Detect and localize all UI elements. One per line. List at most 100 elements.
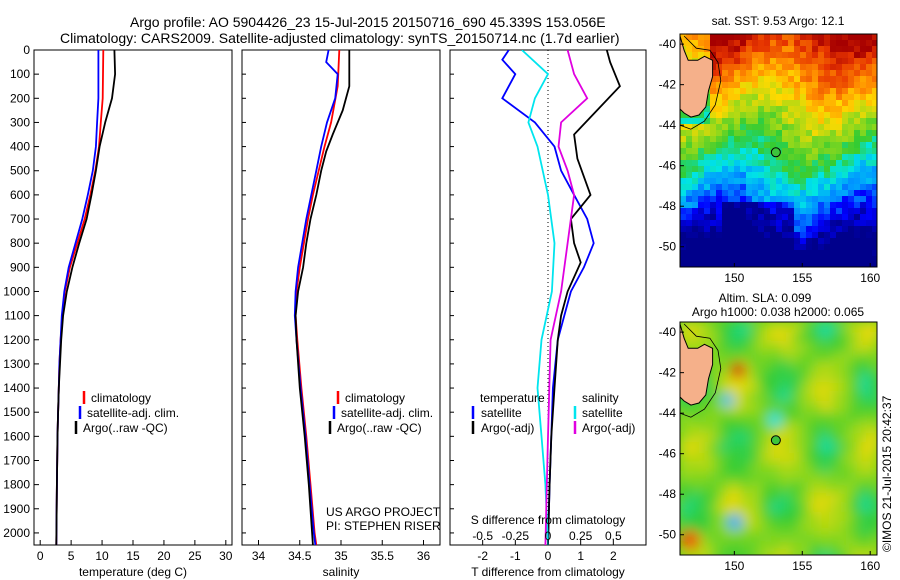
- sla-cell: [750, 502, 760, 512]
- sst-cell: [848, 196, 854, 202]
- sst-cell: [692, 226, 698, 232]
- sst-cell: [860, 130, 866, 136]
- sla-cell: [710, 372, 720, 382]
- sst-cell: [836, 214, 842, 220]
- sst-cell: [794, 34, 800, 40]
- sst-cell: [680, 184, 686, 190]
- sla-cell: [790, 432, 800, 442]
- map-y-tick-label: -42: [659, 78, 677, 92]
- sst-cell: [818, 52, 824, 58]
- sla-cell: [820, 422, 830, 432]
- sst-cell: [704, 106, 710, 112]
- sst-cell: [752, 184, 758, 190]
- sla-cell: [710, 492, 720, 502]
- sst-cell: [752, 202, 758, 208]
- sst-cell: [860, 202, 866, 208]
- sla-cell: [860, 482, 870, 492]
- sla-cell: [840, 472, 850, 482]
- sst-cell: [812, 208, 818, 214]
- sla-cell: [870, 332, 877, 342]
- sst-cell: [794, 178, 800, 184]
- sst-cell: [812, 232, 818, 238]
- sla-cell: [760, 372, 770, 382]
- sst-cell: [716, 166, 722, 172]
- sst-cell: [728, 136, 734, 142]
- sst-cell: [794, 82, 800, 88]
- sst-cell: [776, 226, 782, 232]
- sst-cell: [824, 262, 830, 267]
- sst-cell: [740, 202, 746, 208]
- sst-cell: [710, 226, 716, 232]
- sst-cell: [842, 118, 848, 124]
- sst-cell: [800, 94, 806, 100]
- sst-cell: [728, 106, 734, 112]
- sst-cell: [818, 196, 824, 202]
- sst-cell: [734, 226, 740, 232]
- salinity-plot: [293, 50, 351, 545]
- sst-cell: [710, 100, 716, 106]
- sla-cell: [800, 502, 810, 512]
- sst-cell: [812, 172, 818, 178]
- sst-cell: [794, 136, 800, 142]
- sst-cell: [836, 154, 842, 160]
- sst-cell: [740, 130, 746, 136]
- sst-cell: [860, 190, 866, 196]
- sst-cell: [686, 118, 692, 124]
- sst-cell: [806, 124, 812, 130]
- sla-cell: [810, 492, 820, 502]
- x-tick-label: 0: [37, 549, 44, 563]
- sla-cell: [850, 482, 860, 492]
- sst-cell: [848, 34, 854, 40]
- depth-tick-label: 300: [10, 115, 30, 129]
- sst-map-title: sat. SST: 9.53 Argo: 12.1: [712, 14, 845, 28]
- sst-cell: [824, 196, 830, 202]
- sla-cell: [790, 322, 800, 332]
- series-line-2: [55, 50, 117, 545]
- sst-cell: [860, 196, 866, 202]
- sst-cell: [854, 136, 860, 142]
- sst-cell: [680, 190, 686, 196]
- sst-cell: [728, 118, 734, 124]
- sla-cell: [860, 442, 870, 452]
- sst-cell: [776, 64, 782, 70]
- sst-cell: [734, 154, 740, 160]
- sst-cell: [848, 142, 854, 148]
- sst-cell: [854, 178, 860, 184]
- sla-cell: [740, 332, 750, 342]
- sst-cell: [794, 238, 800, 244]
- sst-cell: [818, 208, 824, 214]
- sst-cell: [728, 46, 734, 52]
- sst-cell: [758, 166, 764, 172]
- sst-cell: [680, 118, 686, 124]
- sst-cell: [848, 190, 854, 196]
- sst-cell: [770, 142, 776, 148]
- sst-cell: [830, 214, 836, 220]
- sla-cell: [810, 412, 820, 422]
- sla-cell: [790, 402, 800, 412]
- sst-cell: [686, 40, 692, 46]
- sst-cell: [836, 112, 842, 118]
- sst-cell: [758, 82, 764, 88]
- sst-cell: [752, 142, 758, 148]
- sst-cell: [782, 220, 788, 226]
- sst-cell: [836, 130, 842, 136]
- sst-cell: [710, 160, 716, 166]
- sst-cell: [866, 46, 872, 52]
- sst-cell: [866, 208, 872, 214]
- sst-cell: [740, 34, 746, 40]
- sst-cell: [818, 190, 824, 196]
- sla-cell: [870, 432, 877, 442]
- sst-cell: [746, 196, 752, 202]
- sla-cell: [870, 322, 877, 332]
- sst-map-frame: [679, 33, 878, 268]
- sst-cell: [776, 124, 782, 130]
- sst-cell: [806, 100, 812, 106]
- sst-cell: [794, 124, 800, 130]
- sst-cell: [752, 250, 758, 256]
- sst-cell: [698, 184, 704, 190]
- sst-cell: [776, 238, 782, 244]
- sst-cell: [734, 40, 740, 46]
- sst-cell: [788, 250, 794, 256]
- sla-cell: [870, 372, 877, 382]
- sst-cell: [872, 100, 877, 106]
